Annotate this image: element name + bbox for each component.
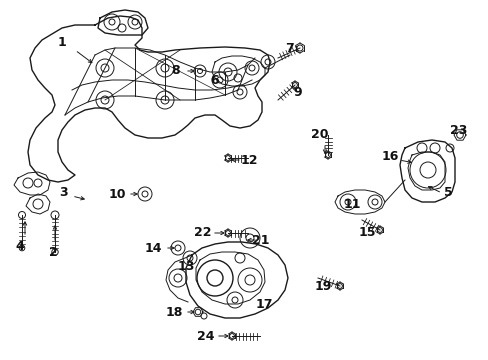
- Text: 13: 13: [177, 260, 194, 273]
- Text: 21: 21: [252, 234, 269, 247]
- Text: 3: 3: [60, 185, 68, 198]
- Text: 10: 10: [108, 188, 125, 201]
- Text: 7: 7: [284, 41, 293, 54]
- Text: 19: 19: [314, 280, 331, 293]
- Text: 14: 14: [144, 242, 162, 255]
- Text: 24: 24: [197, 329, 214, 342]
- Text: 22: 22: [194, 226, 211, 239]
- Text: 11: 11: [343, 198, 360, 211]
- Text: 8: 8: [171, 64, 180, 77]
- Text: 4: 4: [16, 239, 24, 252]
- Text: 18: 18: [165, 306, 183, 319]
- Text: 12: 12: [240, 153, 257, 166]
- Text: 20: 20: [311, 129, 328, 141]
- Text: 16: 16: [381, 150, 398, 163]
- Text: 5: 5: [443, 186, 451, 199]
- Text: 23: 23: [449, 123, 467, 136]
- Text: 17: 17: [255, 297, 272, 310]
- Text: 15: 15: [358, 225, 375, 238]
- Text: 1: 1: [58, 36, 66, 49]
- Text: 9: 9: [293, 86, 302, 99]
- Text: 6: 6: [210, 73, 219, 86]
- Text: 2: 2: [48, 246, 57, 258]
